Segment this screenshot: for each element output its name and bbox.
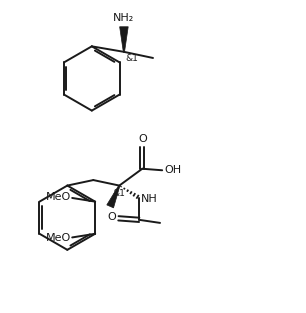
Polygon shape bbox=[120, 27, 128, 52]
Text: NH₂: NH₂ bbox=[113, 13, 135, 23]
Text: NH: NH bbox=[141, 194, 158, 204]
Text: &1: &1 bbox=[113, 189, 125, 198]
Text: &1: &1 bbox=[125, 54, 138, 63]
Text: OH: OH bbox=[164, 165, 181, 175]
Text: MeO: MeO bbox=[45, 233, 71, 243]
Text: O: O bbox=[107, 212, 116, 222]
Text: MeO: MeO bbox=[45, 192, 71, 202]
Text: O: O bbox=[138, 134, 147, 144]
Polygon shape bbox=[107, 185, 120, 208]
